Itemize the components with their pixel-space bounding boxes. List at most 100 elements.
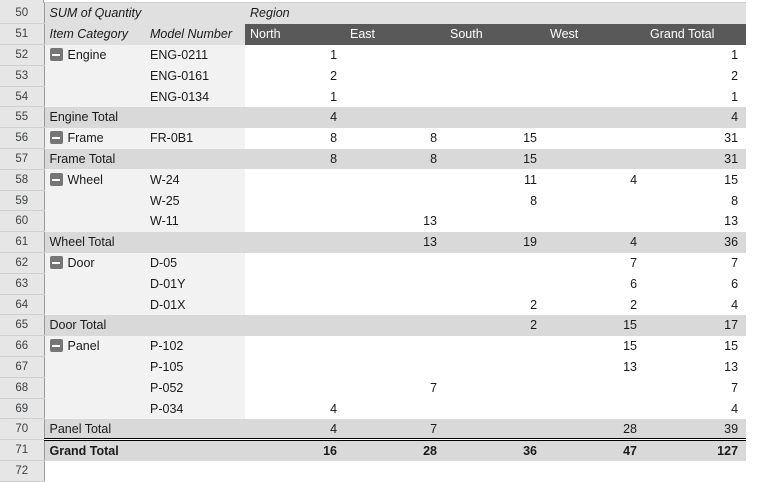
item-category-cell	[44, 356, 145, 378]
quantity-value-cell: 1	[645, 86, 747, 107]
row-header-70[interactable]: 70	[0, 418, 45, 441]
quantity-value-cell	[245, 273, 346, 295]
item-category-cell	[44, 86, 145, 107]
row-header-55[interactable]: 55	[0, 106, 45, 129]
quantity-value-cell	[245, 294, 346, 315]
row-field-header-2[interactable]: Model Number	[145, 23, 246, 45]
item-category-cell	[44, 210, 145, 232]
quantity-value-cell	[545, 377, 646, 399]
quantity-value-cell	[345, 86, 446, 107]
model-number-cell: D-01X	[145, 294, 246, 315]
item-category-cell	[44, 377, 145, 399]
row-header-51[interactable]: 51	[0, 23, 45, 46]
row-header-57[interactable]: 57	[0, 148, 45, 170]
column-header-west[interactable]: West	[545, 23, 646, 45]
quantity-value-cell	[245, 377, 346, 399]
model-number-cell: FR-0B1	[145, 127, 246, 149]
column-header-east[interactable]: East	[345, 23, 446, 45]
grand-total-value: 16	[245, 438, 346, 461]
row-header-64[interactable]: 64	[0, 294, 45, 316]
subtotal-label: Engine Total	[44, 106, 246, 128]
collapse-minus-icon[interactable]	[49, 339, 63, 353]
quantity-value-cell: 6	[645, 273, 747, 295]
subtotal-value: 8	[345, 148, 446, 170]
empty-cell[interactable]	[645, 460, 747, 482]
subtotal-value: 4	[245, 418, 346, 440]
subtotal-label: Door Total	[44, 314, 246, 336]
row-header-59[interactable]: 59	[0, 190, 45, 212]
subtotal-value	[545, 148, 646, 170]
quantity-value-cell: 8	[245, 127, 346, 149]
quantity-value-cell: 11	[445, 169, 546, 191]
item-category-cell	[44, 273, 145, 295]
model-number-cell: ENG-0161	[145, 65, 246, 87]
empty-cell[interactable]	[545, 460, 646, 482]
table-row: 60 W-11 13 13	[0, 210, 747, 233]
row-header-54[interactable]: 54	[0, 86, 45, 108]
quantity-value-cell	[445, 252, 546, 274]
row-header-56[interactable]: 56	[0, 127, 45, 150]
quantity-value-cell: 4	[545, 169, 646, 191]
row-header-68[interactable]: 68	[0, 377, 45, 399]
table-row: 56 Frame FR-0B1 8 8 15 31	[0, 127, 747, 150]
collapse-minus-icon[interactable]	[49, 172, 63, 186]
row-header-52[interactable]: 52	[0, 44, 45, 66]
row-header-62[interactable]: 62	[0, 252, 45, 274]
row-header-58[interactable]: 58	[0, 169, 45, 191]
row-header-66[interactable]: 66	[0, 335, 45, 358]
table-row: 71 Grand Total 16 28 36 47 127	[0, 438, 747, 462]
empty-cell[interactable]	[445, 460, 546, 482]
item-category-label: Door	[67, 255, 95, 270]
model-number-cell: P-052	[145, 377, 246, 399]
column-field-label[interactable]: Region	[245, 3, 747, 24]
quantity-value-cell	[245, 210, 346, 232]
row-header-61[interactable]: 61	[0, 231, 45, 254]
sheet-right-blank-area	[746, 0, 761, 482]
empty-cell[interactable]	[345, 460, 446, 482]
row-header-69[interactable]: 69	[0, 398, 45, 420]
quantity-value-cell	[345, 294, 446, 315]
grand-total-value: 28	[345, 438, 446, 461]
row-field-header-1[interactable]: Item Category	[44, 23, 145, 45]
empty-cell[interactable]	[245, 460, 346, 482]
quantity-value-cell	[345, 356, 446, 378]
row-header-72[interactable]: 72	[0, 460, 45, 482]
row-header-63[interactable]: 63	[0, 273, 45, 295]
quantity-value-cell: 2	[545, 294, 646, 315]
table-row: 54 ENG-0134 1 1	[0, 86, 747, 108]
quantity-value-cell	[345, 335, 446, 357]
row-header-53[interactable]: 53	[0, 65, 45, 87]
column-header-north[interactable]: North	[245, 23, 346, 45]
collapse-minus-icon[interactable]	[49, 255, 63, 269]
table-row: 53 ENG-0161 2 2	[0, 65, 747, 87]
table-row: 68 P-052 7 7	[0, 377, 747, 399]
model-number-cell: D-05	[145, 252, 246, 274]
quantity-value-cell: 8	[345, 127, 446, 149]
row-header-60[interactable]: 60	[0, 210, 45, 233]
quantity-value-cell: 2	[645, 65, 747, 87]
quantity-value-cell: 1	[645, 44, 747, 66]
value-field-label[interactable]: SUM of Quantity	[44, 3, 246, 24]
column-header-grand-total[interactable]: Grand Total	[645, 23, 747, 45]
quantity-value-cell: 13	[345, 210, 446, 232]
quantity-value-cell: 1	[245, 44, 346, 66]
quantity-value-cell	[345, 44, 446, 66]
quantity-value-cell	[445, 335, 546, 357]
quantity-value-cell: 8	[645, 190, 747, 211]
quantity-value-cell	[545, 86, 646, 107]
row-header-50[interactable]: 50	[0, 3, 45, 25]
empty-cell[interactable]	[44, 460, 145, 482]
row-header-67[interactable]: 67	[0, 356, 45, 378]
collapse-minus-icon[interactable]	[49, 47, 63, 61]
quantity-value-cell	[445, 273, 546, 295]
subtotal-value: 28	[545, 418, 646, 440]
model-number-cell: ENG-0211	[145, 44, 246, 66]
row-header-71[interactable]: 71	[0, 439, 45, 462]
column-header-south[interactable]: South	[445, 23, 546, 45]
table-row: 66 Panel P-102 15 15	[0, 335, 747, 358]
row-header-65[interactable]: 65	[0, 314, 45, 337]
collapse-minus-icon[interactable]	[49, 131, 63, 145]
model-number-cell: D-01Y	[145, 273, 246, 295]
model-number-cell: P-102	[145, 335, 246, 357]
empty-cell[interactable]	[145, 460, 246, 482]
